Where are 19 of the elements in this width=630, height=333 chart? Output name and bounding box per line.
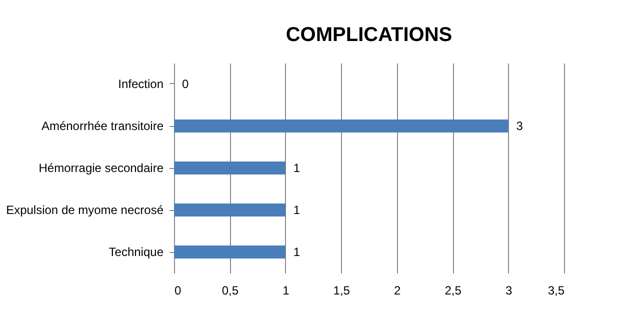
x-tick-label: 0,5 <box>222 284 239 298</box>
data-label: 3 <box>516 119 524 133</box>
x-tick-label: 1,5 <box>333 284 350 298</box>
x-tick-label: 1 <box>282 284 290 298</box>
x-tick-label: 3 <box>505 284 512 298</box>
data-label: 1 <box>293 245 300 259</box>
x-tick-label: 2 <box>394 284 402 298</box>
y-tick-label: Infection <box>118 77 164 91</box>
data-label: 0 <box>182 77 189 91</box>
chart-title: COMPLICATIONS <box>286 24 452 46</box>
y-tick-label: Hémorragie secondaire <box>38 161 164 175</box>
x-tick-label: 2,5 <box>444 284 462 298</box>
data-label: 1 <box>293 161 300 175</box>
x-tick-label: 3,5 <box>548 284 565 298</box>
data-label: 1 <box>293 203 300 217</box>
y-tick-label: Technique <box>108 245 164 259</box>
x-tick-label: 0 <box>174 284 182 298</box>
y-tick-label: Expulsion de myome necrosé <box>6 203 164 217</box>
y-tick-label: Aménorrhée transitoire <box>41 119 164 133</box>
